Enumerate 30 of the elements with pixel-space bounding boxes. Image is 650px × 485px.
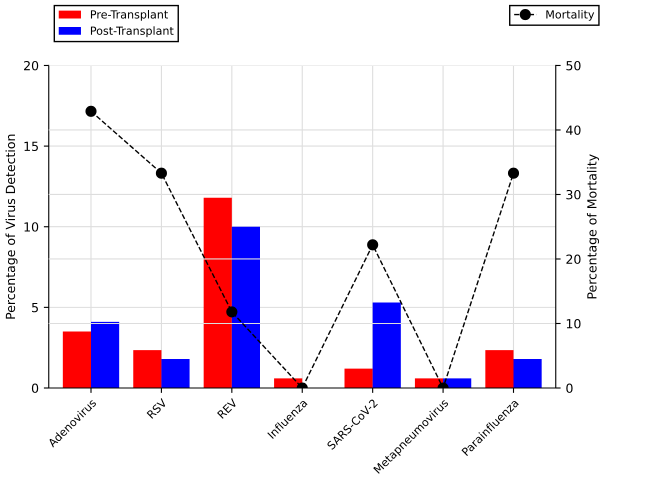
- y2-tick-label: 10: [566, 318, 581, 328]
- point: [367, 239, 378, 250]
- point: [156, 168, 167, 179]
- y-axis-title: Percentage of Virus Detection: [5, 134, 18, 319]
- bar: [344, 368, 373, 388]
- point: [508, 168, 520, 179]
- y2-tick-label: 20: [566, 254, 581, 264]
- bar: [91, 322, 120, 388]
- legend-label: Pre-Transplant: [90, 10, 168, 21]
- y2-tick-label: 50: [566, 60, 581, 70]
- y2-tick-label: 0: [566, 383, 573, 393]
- bar: [204, 198, 232, 388]
- point: [85, 106, 97, 117]
- legend-label: Post-Transplant: [90, 26, 174, 38]
- bar: [514, 358, 542, 388]
- bar: [232, 226, 260, 388]
- bar: [161, 358, 190, 388]
- y-tick-label: 5: [32, 303, 38, 312]
- y-tick-label: 20: [24, 60, 38, 70]
- bar: [133, 350, 162, 388]
- bar: [485, 350, 514, 388]
- y-tick-label: 10: [24, 222, 38, 232]
- bar: [62, 332, 91, 388]
- legend-label: Mortality: [546, 10, 594, 21]
- y-tick-label: 15: [24, 142, 38, 152]
- y2-tick-label: 30: [566, 190, 581, 200]
- y2-axis-title: Percentage of Mortality: [586, 154, 600, 298]
- y-tick-label: 0: [32, 383, 38, 393]
- y2-tick-label: 40: [566, 125, 581, 135]
- bar: [372, 302, 401, 388]
